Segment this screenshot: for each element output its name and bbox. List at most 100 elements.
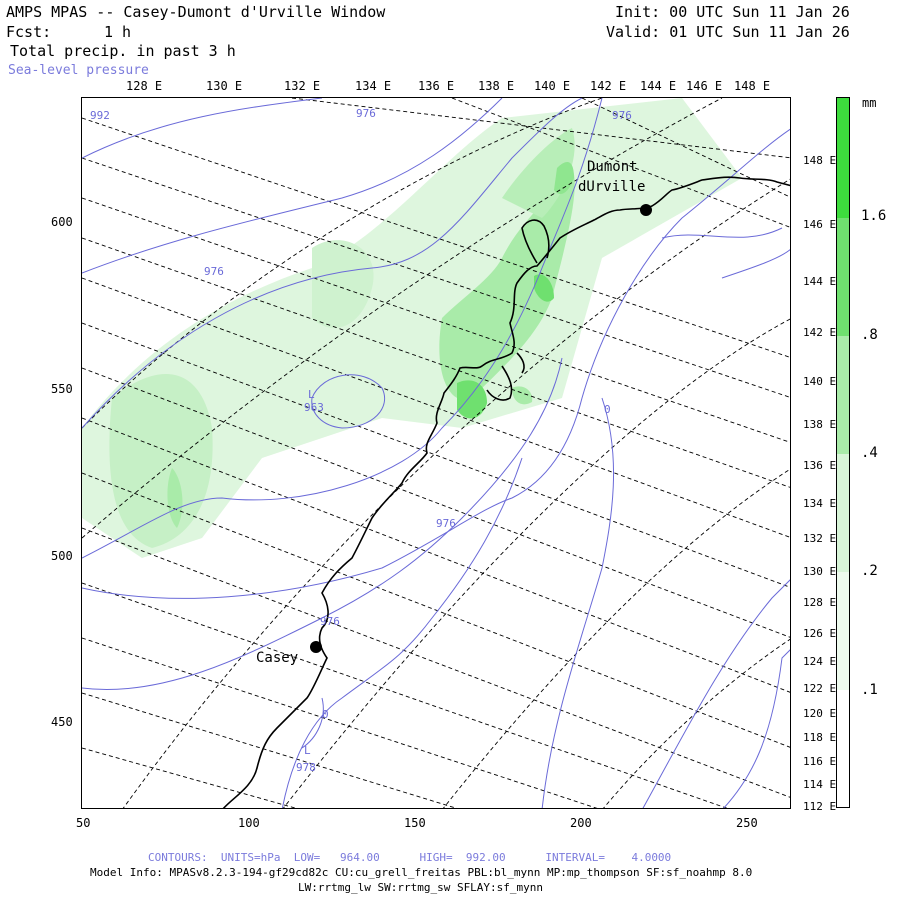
- top-lon-label: 136 E: [418, 79, 455, 93]
- precip-area-strong: [534, 274, 554, 302]
- meridian-line: [82, 277, 790, 538]
- map-canvas: [82, 98, 790, 808]
- slp-contour: [82, 98, 323, 159]
- parallel-arc: [603, 638, 790, 808]
- meridian-line: [451, 98, 790, 228]
- meridian-line: [82, 472, 790, 748]
- meridian-line: [82, 527, 790, 798]
- top-lon-label: 148 E: [734, 79, 771, 93]
- contour-label: 0: [604, 403, 611, 416]
- colorbar-segment-none: [837, 690, 849, 807]
- top-lon-label: 144 E: [640, 79, 677, 93]
- top-lon-label: 138 E: [478, 79, 515, 93]
- valid-time: Valid: 01 UTC Sun 11 Jan 26: [606, 23, 850, 41]
- colorbar-label: 1.6: [861, 208, 887, 224]
- right-lon-label: 144 E: [803, 275, 837, 288]
- top-lon-label: 140 E: [534, 79, 571, 93]
- coastline-path: [486, 365, 513, 401]
- precip-area-medium: [502, 128, 575, 218]
- right-lon-label: 122 E: [803, 682, 837, 695]
- slp-contour: [661, 227, 783, 239]
- map-panel: 992 976 976 976 976 976 963 978 L L 0 0 …: [81, 97, 791, 809]
- right-lon-label: 138 E: [803, 418, 837, 431]
- left-tick-label: 500: [51, 549, 73, 563]
- station-name-casey: Casey: [256, 650, 299, 666]
- meridian-line: [82, 692, 458, 808]
- left-tick-label: 600: [51, 215, 73, 229]
- contour-label: 976: [612, 109, 632, 122]
- parallel-arc: [282, 318, 790, 808]
- bottom-tick-label: 200: [570, 816, 592, 830]
- right-lon-label: 112 E: [803, 800, 837, 813]
- slp-contour: [721, 249, 790, 279]
- station-dot-dumont: [640, 204, 652, 216]
- forecast-value: 1 h: [104, 23, 132, 41]
- station-name-dumont: Dumont: [587, 159, 638, 175]
- precip-area-medium: [167, 468, 183, 528]
- right-lon-label: 114 E: [803, 778, 837, 791]
- meridian-line: [82, 117, 790, 358]
- station-markers: [310, 204, 652, 653]
- parallel-arc: [82, 98, 603, 429]
- colorbar-segment-medium: [837, 336, 849, 454]
- colorbar-label: .4: [861, 445, 878, 461]
- colorbar-segment-strong: [837, 218, 849, 336]
- figure-title: AMPS MPAS -- Casey-Dumont d'Urville Wind…: [6, 3, 386, 21]
- right-lon-label: 132 E: [803, 532, 837, 545]
- slp-contour: [311, 374, 385, 429]
- model-info-physics: LW:rrtmg_lw SW:rrtmg_sw SFLAY:sf_mynn: [298, 881, 544, 894]
- parallel-arc: [122, 178, 790, 808]
- slp-contour: [642, 579, 790, 808]
- slp-contours: [82, 98, 790, 808]
- bottom-tick-label: 150: [404, 816, 426, 830]
- top-lon-label: 134 E: [355, 79, 392, 93]
- right-lon-label: 130 E: [803, 565, 837, 578]
- station-dot-casey: [310, 641, 322, 653]
- contour-label: L: [308, 388, 315, 401]
- meridian-line: [82, 157, 790, 398]
- contour-label: 978: [296, 761, 316, 774]
- top-lon-label: 132 E: [284, 79, 321, 93]
- left-tick-label: 450: [51, 715, 73, 729]
- precip-area-strong: [457, 380, 487, 419]
- right-lon-label: 120 E: [803, 707, 837, 720]
- forecast-label: Fcst:: [6, 23, 52, 41]
- contour-label: 963: [304, 401, 324, 414]
- right-lon-label: 134 E: [803, 497, 837, 510]
- slp-contour: [281, 457, 523, 808]
- slp-contour: [723, 649, 790, 808]
- meridian-line: [581, 98, 790, 198]
- precip-area-light: [82, 98, 742, 558]
- right-lon-label: 140 E: [803, 375, 837, 388]
- colorbar-label: .1: [861, 682, 878, 698]
- contour-info: CONTOURS: UNITS=hPa LOW= 964.00 HIGH= 99…: [148, 851, 672, 864]
- contour-label: 0: [322, 708, 329, 721]
- meridian-line: [82, 747, 297, 808]
- contour-label: 976: [320, 615, 340, 628]
- bottom-tick-label: 50: [76, 816, 91, 830]
- colorbar-unit: mm: [862, 96, 877, 110]
- right-lon-label: 124 E: [803, 655, 837, 668]
- bottom-tick-label: 250: [736, 816, 758, 830]
- meridian-line: [82, 582, 728, 808]
- meridian-line: [82, 367, 790, 638]
- right-lon-label: 128 E: [803, 596, 837, 609]
- station-name-dumont-line2: dUrville: [578, 179, 646, 195]
- left-tick-label: 550: [51, 382, 73, 396]
- colorbar-label: .8: [861, 327, 878, 343]
- precip-area-light: [312, 240, 374, 328]
- colorbar-label: .2: [861, 563, 878, 579]
- coastline-path: [521, 219, 550, 264]
- colorbar-segment-light: [837, 454, 849, 572]
- contour-label: 976: [204, 265, 224, 278]
- colorbar: [836, 97, 850, 808]
- parallel-arc: [443, 468, 790, 808]
- contour-label: 976: [436, 517, 456, 530]
- meridian-line: [82, 197, 790, 443]
- field-name: Total precip. in past 3 h: [10, 42, 236, 60]
- contour-label: L: [304, 744, 311, 757]
- coastline-path: [516, 352, 525, 374]
- slp-contour: [82, 357, 563, 691]
- right-lon-label: 142 E: [803, 326, 837, 339]
- right-lon-label: 146 E: [803, 218, 837, 231]
